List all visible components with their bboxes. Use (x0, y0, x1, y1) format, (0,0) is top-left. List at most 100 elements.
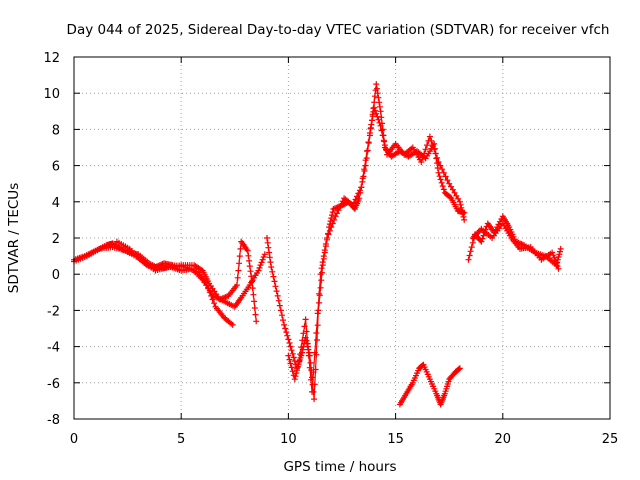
data-point (375, 116, 382, 123)
data-point (422, 146, 429, 153)
data-point (305, 352, 312, 359)
data-point (377, 122, 384, 129)
data-point (259, 256, 266, 263)
data-point (285, 336, 292, 343)
data-point (554, 263, 561, 270)
series-main-c (113, 238, 260, 325)
data-point (556, 251, 563, 258)
data-point (282, 325, 289, 332)
data-point (250, 291, 257, 298)
y-tick-label: 0 (52, 268, 60, 283)
data-point (549, 249, 556, 256)
data-point (434, 154, 441, 161)
data-point (311, 396, 318, 403)
data-point (233, 282, 240, 289)
data-point (280, 317, 286, 324)
data-point (437, 176, 444, 183)
data-point (229, 321, 236, 328)
data-point (249, 278, 255, 285)
data-point (264, 235, 270, 241)
data-point (428, 137, 435, 144)
data-point (368, 121, 375, 128)
data-point (264, 239, 271, 246)
data-point (251, 305, 258, 311)
data-point (557, 245, 564, 252)
chart-title: Day 044 of 2025, Sidereal Day-to-day VTE… (67, 22, 610, 38)
data-point (456, 198, 463, 205)
data-point (236, 260, 243, 267)
data-point (555, 265, 562, 272)
data-point (298, 344, 305, 351)
data-point (267, 259, 274, 266)
y-axis-label: SDTVAR / TECUs (6, 183, 22, 293)
data-point (313, 330, 320, 336)
x-axis-label: GPS time / hours (283, 459, 396, 475)
data-point (297, 351, 304, 358)
data-point (301, 323, 308, 330)
data-point (290, 354, 297, 361)
series-late-b (469, 220, 562, 272)
data-point (320, 253, 327, 260)
data-point (284, 332, 291, 339)
data-point (306, 364, 313, 371)
data-point (365, 139, 372, 146)
data-point (279, 312, 285, 319)
data-point (429, 142, 436, 149)
data-point (289, 368, 296, 375)
data-point (271, 278, 278, 285)
data-point (374, 85, 380, 92)
data-point (328, 224, 335, 231)
data-point (245, 252, 252, 259)
data-point (314, 310, 321, 317)
data-point (322, 241, 329, 247)
data-point (380, 137, 387, 144)
data-point (244, 247, 251, 254)
data-point (331, 216, 338, 223)
data-point (321, 247, 328, 254)
data-point (317, 271, 324, 278)
data-point (289, 350, 296, 357)
y-ticks: -8 -6 -4 -2 0 2 4 6 8 10 12 (43, 51, 610, 428)
data-point (303, 328, 310, 335)
series-line-dip-b (287, 105, 465, 392)
data-point (287, 343, 294, 350)
y-tick-label: -4 (47, 341, 60, 356)
data-point (283, 329, 290, 336)
data-point (361, 166, 368, 173)
data-point (288, 347, 295, 354)
data-point (258, 259, 265, 266)
data-point (444, 177, 451, 184)
data-point (369, 117, 375, 124)
series-low (396, 361, 463, 408)
data-point (466, 252, 473, 259)
data-point (371, 93, 378, 100)
data-point (269, 268, 276, 275)
data-point (440, 169, 447, 176)
x-ticks: 0 5 10 15 20 25 (70, 57, 618, 447)
data-point (479, 235, 486, 242)
data-point (307, 359, 314, 366)
data-point (316, 290, 323, 297)
data-point (275, 297, 282, 304)
data-point (276, 302, 283, 309)
data-point (374, 113, 381, 120)
data-point (362, 157, 369, 164)
data-point (478, 238, 485, 245)
y-tick-label: -2 (47, 304, 60, 319)
data-point (375, 94, 382, 101)
x-tick-label: 15 (387, 432, 404, 447)
data-point (257, 262, 264, 269)
data-point (318, 277, 325, 284)
data-point (293, 370, 300, 377)
data-point (459, 207, 466, 214)
data-point (334, 210, 340, 217)
data-point (319, 259, 326, 266)
data-point (359, 175, 366, 182)
data-point (367, 125, 374, 132)
data-point (268, 264, 275, 270)
data-point (418, 159, 425, 165)
data-point (281, 321, 288, 328)
data-point (286, 340, 293, 346)
series-line-main (73, 242, 266, 308)
